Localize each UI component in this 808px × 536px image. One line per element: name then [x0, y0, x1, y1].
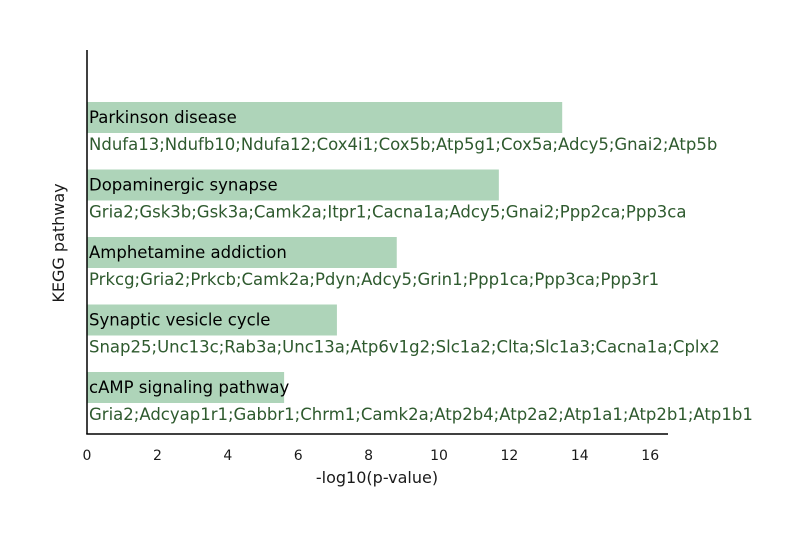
bar-amphetamine-addiction [87, 237, 397, 268]
bar-synaptic-vesicle-cycle [87, 304, 337, 336]
bar-parkinson-disease [87, 102, 563, 133]
x-tick-label: 2 [153, 448, 162, 464]
x-axis-title: -log10(p-value) [316, 468, 438, 487]
bar-label: cAMP signaling pathway [89, 378, 289, 397]
labels-layer: Parkinson disease Ndufa13;Ndufb10;Ndufa12… [89, 108, 753, 424]
gene-list-label: Snap25;Unc13c;Rab3a;Unc13a;Atp6v1g2;Slc1… [89, 338, 720, 357]
bar-camp-signaling-pathway [87, 372, 285, 403]
bar-label: Dopaminergic synapse [89, 176, 278, 195]
x-tick-label: 16 [641, 448, 659, 464]
x-tick-label: 6 [294, 448, 303, 464]
x-tick-label: 4 [223, 448, 232, 464]
x-tick-label: 8 [364, 448, 373, 464]
bar-label: Synaptic vesicle cycle [89, 311, 270, 330]
x-tick-label: 10 [430, 448, 448, 464]
gene-list-label: Gria2;Gsk3b;Gsk3a;Camk2a;Itpr1;Cacna1a;A… [89, 203, 687, 222]
x-tick-label: 14 [571, 448, 589, 464]
bar-label: Amphetamine addiction [89, 243, 287, 262]
axes-layer [86, 50, 668, 435]
bar-label: Parkinson disease [89, 108, 237, 127]
bar-dopaminergic-synapse [87, 169, 499, 201]
x-tick-label: 12 [500, 448, 518, 464]
gene-list-label: Prkcg;Gria2;Prkcb;Camk2a;Pdyn;Adcy5;Grin… [89, 270, 659, 289]
gene-list-label: Gria2;Adcyap1r1;Gabbr1;Chrm1;Camk2a;Atp2… [89, 405, 753, 424]
bars-layer [87, 102, 563, 403]
y-axis-title: KEGG pathway [49, 183, 68, 302]
x-tick-label: 0 [83, 448, 92, 464]
ticks-layer: 0 2 4 6 8 10 12 14 16 [83, 448, 660, 464]
gene-list-label: Ndufa13;Ndufb10;Ndufa12;Cox4i1;Cox5b;Atp… [89, 135, 717, 154]
